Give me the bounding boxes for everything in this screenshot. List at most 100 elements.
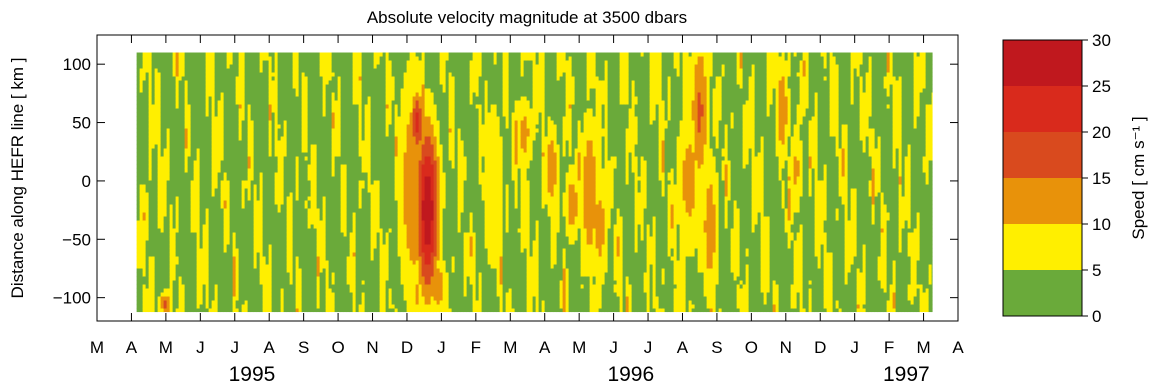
heatmap-cell bbox=[175, 60, 180, 65]
heatmap-cell bbox=[256, 300, 261, 305]
heatmap-cell bbox=[319, 284, 324, 289]
heatmap-cell bbox=[355, 236, 360, 241]
heatmap-cell bbox=[364, 72, 369, 77]
heatmap-cell bbox=[271, 196, 276, 201]
heatmap-cell bbox=[199, 296, 204, 301]
heatmap-cell bbox=[307, 96, 312, 101]
heatmap-cell bbox=[331, 112, 336, 117]
heatmap-cell bbox=[139, 280, 144, 285]
heatmap-cell bbox=[229, 244, 234, 249]
heatmap-cell bbox=[358, 240, 363, 245]
heatmap-cell bbox=[154, 296, 159, 301]
heatmap-cell bbox=[259, 288, 264, 293]
heatmap-cell bbox=[301, 88, 306, 93]
heatmap-cell bbox=[274, 232, 279, 237]
heatmap-cell bbox=[268, 172, 273, 177]
heatmap-cell bbox=[331, 216, 336, 221]
heatmap-cell bbox=[247, 224, 252, 229]
heatmap-cell bbox=[271, 72, 276, 77]
heatmap-cell bbox=[295, 76, 300, 81]
heatmap-cell bbox=[160, 240, 165, 245]
heatmap-cell bbox=[340, 196, 345, 201]
heatmap-cell bbox=[217, 148, 222, 153]
heatmap-cell bbox=[223, 60, 228, 65]
heatmap-cell bbox=[352, 284, 357, 289]
heatmap-cell bbox=[316, 228, 321, 233]
heatmap-cell bbox=[211, 136, 216, 141]
heatmap-cell bbox=[157, 268, 162, 273]
heatmap-cell bbox=[220, 268, 225, 273]
heatmap-cell bbox=[241, 244, 246, 249]
heatmap-cell bbox=[226, 164, 231, 169]
heatmap-cell bbox=[256, 84, 261, 89]
heatmap-cell bbox=[289, 88, 294, 93]
heatmap-cell bbox=[190, 180, 195, 185]
heatmap-cell bbox=[157, 228, 162, 233]
heatmap-cell bbox=[256, 232, 261, 237]
heatmap-cell bbox=[340, 232, 345, 237]
heatmap-cell bbox=[220, 172, 225, 177]
heatmap-cell bbox=[289, 196, 294, 201]
heatmap-cell bbox=[280, 240, 285, 245]
heatmap-cell bbox=[343, 60, 348, 65]
heatmap-cell bbox=[217, 104, 222, 109]
heatmap-cell bbox=[190, 140, 195, 145]
heatmap-cell bbox=[220, 52, 225, 57]
heatmap-cell bbox=[142, 152, 147, 157]
heatmap-cell bbox=[178, 64, 183, 69]
heatmap-cell bbox=[340, 164, 345, 169]
heatmap-cell bbox=[202, 260, 207, 265]
heatmap-cell bbox=[343, 64, 348, 69]
heatmap-cell bbox=[148, 220, 153, 225]
heatmap-cell bbox=[148, 148, 153, 153]
heatmap-cell bbox=[289, 184, 294, 189]
heatmap-cell bbox=[247, 180, 252, 185]
heatmap-cell bbox=[223, 112, 228, 117]
heatmap-cell bbox=[289, 300, 294, 305]
heatmap-cell bbox=[142, 84, 147, 89]
heatmap-cell bbox=[205, 88, 210, 93]
heatmap-cell bbox=[145, 148, 150, 153]
heatmap-cell bbox=[253, 100, 258, 105]
heatmap-cell bbox=[157, 248, 162, 253]
heatmap-cell bbox=[346, 216, 351, 221]
heatmap-cell bbox=[301, 220, 306, 225]
heatmap-cell bbox=[316, 264, 321, 269]
heatmap-cell bbox=[313, 116, 318, 121]
heatmap-cell bbox=[214, 108, 219, 113]
heatmap-cell bbox=[208, 60, 213, 65]
heatmap-cell bbox=[163, 108, 168, 113]
heatmap-cell bbox=[286, 100, 291, 105]
heatmap-cell bbox=[217, 68, 222, 73]
heatmap-cell bbox=[343, 204, 348, 209]
heatmap-cell bbox=[145, 236, 150, 241]
heatmap-cell bbox=[142, 240, 147, 245]
heatmap-cell bbox=[244, 208, 249, 213]
heatmap-cell bbox=[352, 288, 357, 293]
heatmap-cell bbox=[322, 272, 327, 277]
heatmap-cell bbox=[232, 256, 237, 261]
heatmap-cell bbox=[262, 172, 267, 177]
heatmap-cell bbox=[271, 176, 276, 181]
heatmap-cell bbox=[193, 200, 198, 205]
heatmap-cell bbox=[253, 268, 258, 273]
heatmap-cell bbox=[241, 72, 246, 77]
heatmap-cell bbox=[271, 248, 276, 253]
heatmap-cell bbox=[337, 272, 342, 277]
heatmap-cell bbox=[271, 188, 276, 193]
heatmap-cell bbox=[313, 260, 318, 265]
heatmap-cell bbox=[334, 128, 339, 133]
heatmap-cell bbox=[214, 160, 219, 165]
heatmap-cell bbox=[199, 168, 204, 173]
heatmap-cell bbox=[280, 84, 285, 89]
heatmap-cell bbox=[193, 220, 198, 225]
heatmap-cell bbox=[145, 140, 150, 145]
heatmap-cell bbox=[193, 208, 198, 213]
heatmap-cell bbox=[172, 56, 177, 61]
heatmap-cell bbox=[277, 264, 282, 269]
heatmap-cell bbox=[337, 300, 342, 305]
heatmap-cell bbox=[325, 144, 330, 149]
heatmap-cell bbox=[154, 72, 159, 77]
heatmap-cell bbox=[259, 152, 264, 157]
heatmap-cell bbox=[223, 180, 228, 185]
